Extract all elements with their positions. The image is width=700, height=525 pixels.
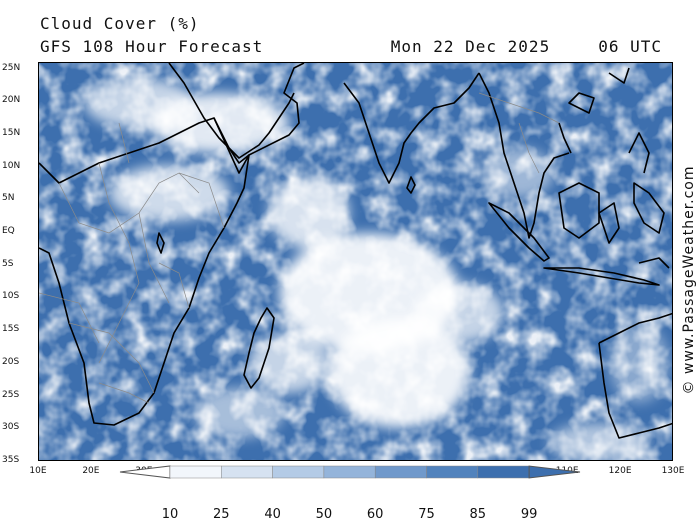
- lat-label: 10S: [2, 291, 20, 302]
- legend-colorbar: [119, 465, 581, 479]
- legend-label: 75: [418, 507, 435, 522]
- forecast-info: GFS 108 Hour Forecast Mon 22 Dec 2025 06…: [40, 37, 662, 56]
- lat-label: 35S: [2, 455, 20, 465]
- legend-label: 25: [213, 507, 230, 522]
- legend-arrow-low: [119, 465, 171, 479]
- lat-label: 5S: [2, 258, 14, 269]
- model-label: GFS 108 Hour Forecast: [40, 37, 264, 56]
- lat-label: 20S: [2, 356, 20, 367]
- lat-label: 20N: [2, 95, 21, 106]
- map-canvas: [39, 63, 672, 460]
- lat-label: 25N: [2, 62, 21, 73]
- legend-swatch: [323, 465, 376, 479]
- lat-label: 5N: [2, 193, 15, 204]
- lat-label: 15N: [2, 127, 21, 138]
- lat-label: 15S: [2, 324, 20, 335]
- lat-label: 10N: [2, 160, 21, 171]
- country-borders: [39, 92, 560, 404]
- legend-swatch: [374, 465, 427, 479]
- lat-label: EQ: [2, 226, 15, 237]
- legend-label: 99: [520, 507, 538, 522]
- map-title: Cloud Cover (%): [40, 14, 200, 33]
- legend-swatch: [477, 465, 530, 479]
- forecast-date: Mon 22 Dec 2025: [390, 37, 551, 56]
- legend-label: 40: [264, 507, 281, 522]
- legend-label: 60: [366, 507, 384, 522]
- clear-sky-patches: [84, 78, 669, 460]
- copyright-watermark: © www.PassageWeather.com: [681, 165, 697, 395]
- legend-label: 50: [315, 507, 333, 522]
- legend-arrow-high: [528, 465, 581, 479]
- forecast-time: 06 UTC: [598, 37, 662, 56]
- coastlines: [39, 63, 672, 439]
- lon-label: 20E: [82, 466, 100, 476]
- legend-swatch: [169, 465, 222, 479]
- lon-label: 130E: [661, 466, 685, 476]
- lon-label: 120E: [608, 466, 632, 476]
- valid-time: Mon 22 Dec 2025 06 UTC: [391, 37, 662, 56]
- lat-label: 30S: [2, 422, 20, 433]
- legend-swatch: [272, 465, 325, 479]
- lat-label: 25S: [2, 389, 20, 400]
- legend-label: 10: [161, 507, 179, 522]
- legend-swatch: [221, 465, 273, 479]
- lon-label: 10E: [29, 466, 47, 476]
- legend-label: 85: [469, 507, 487, 522]
- cloud-cover-map: [38, 62, 673, 461]
- legend-swatch: [426, 465, 479, 479]
